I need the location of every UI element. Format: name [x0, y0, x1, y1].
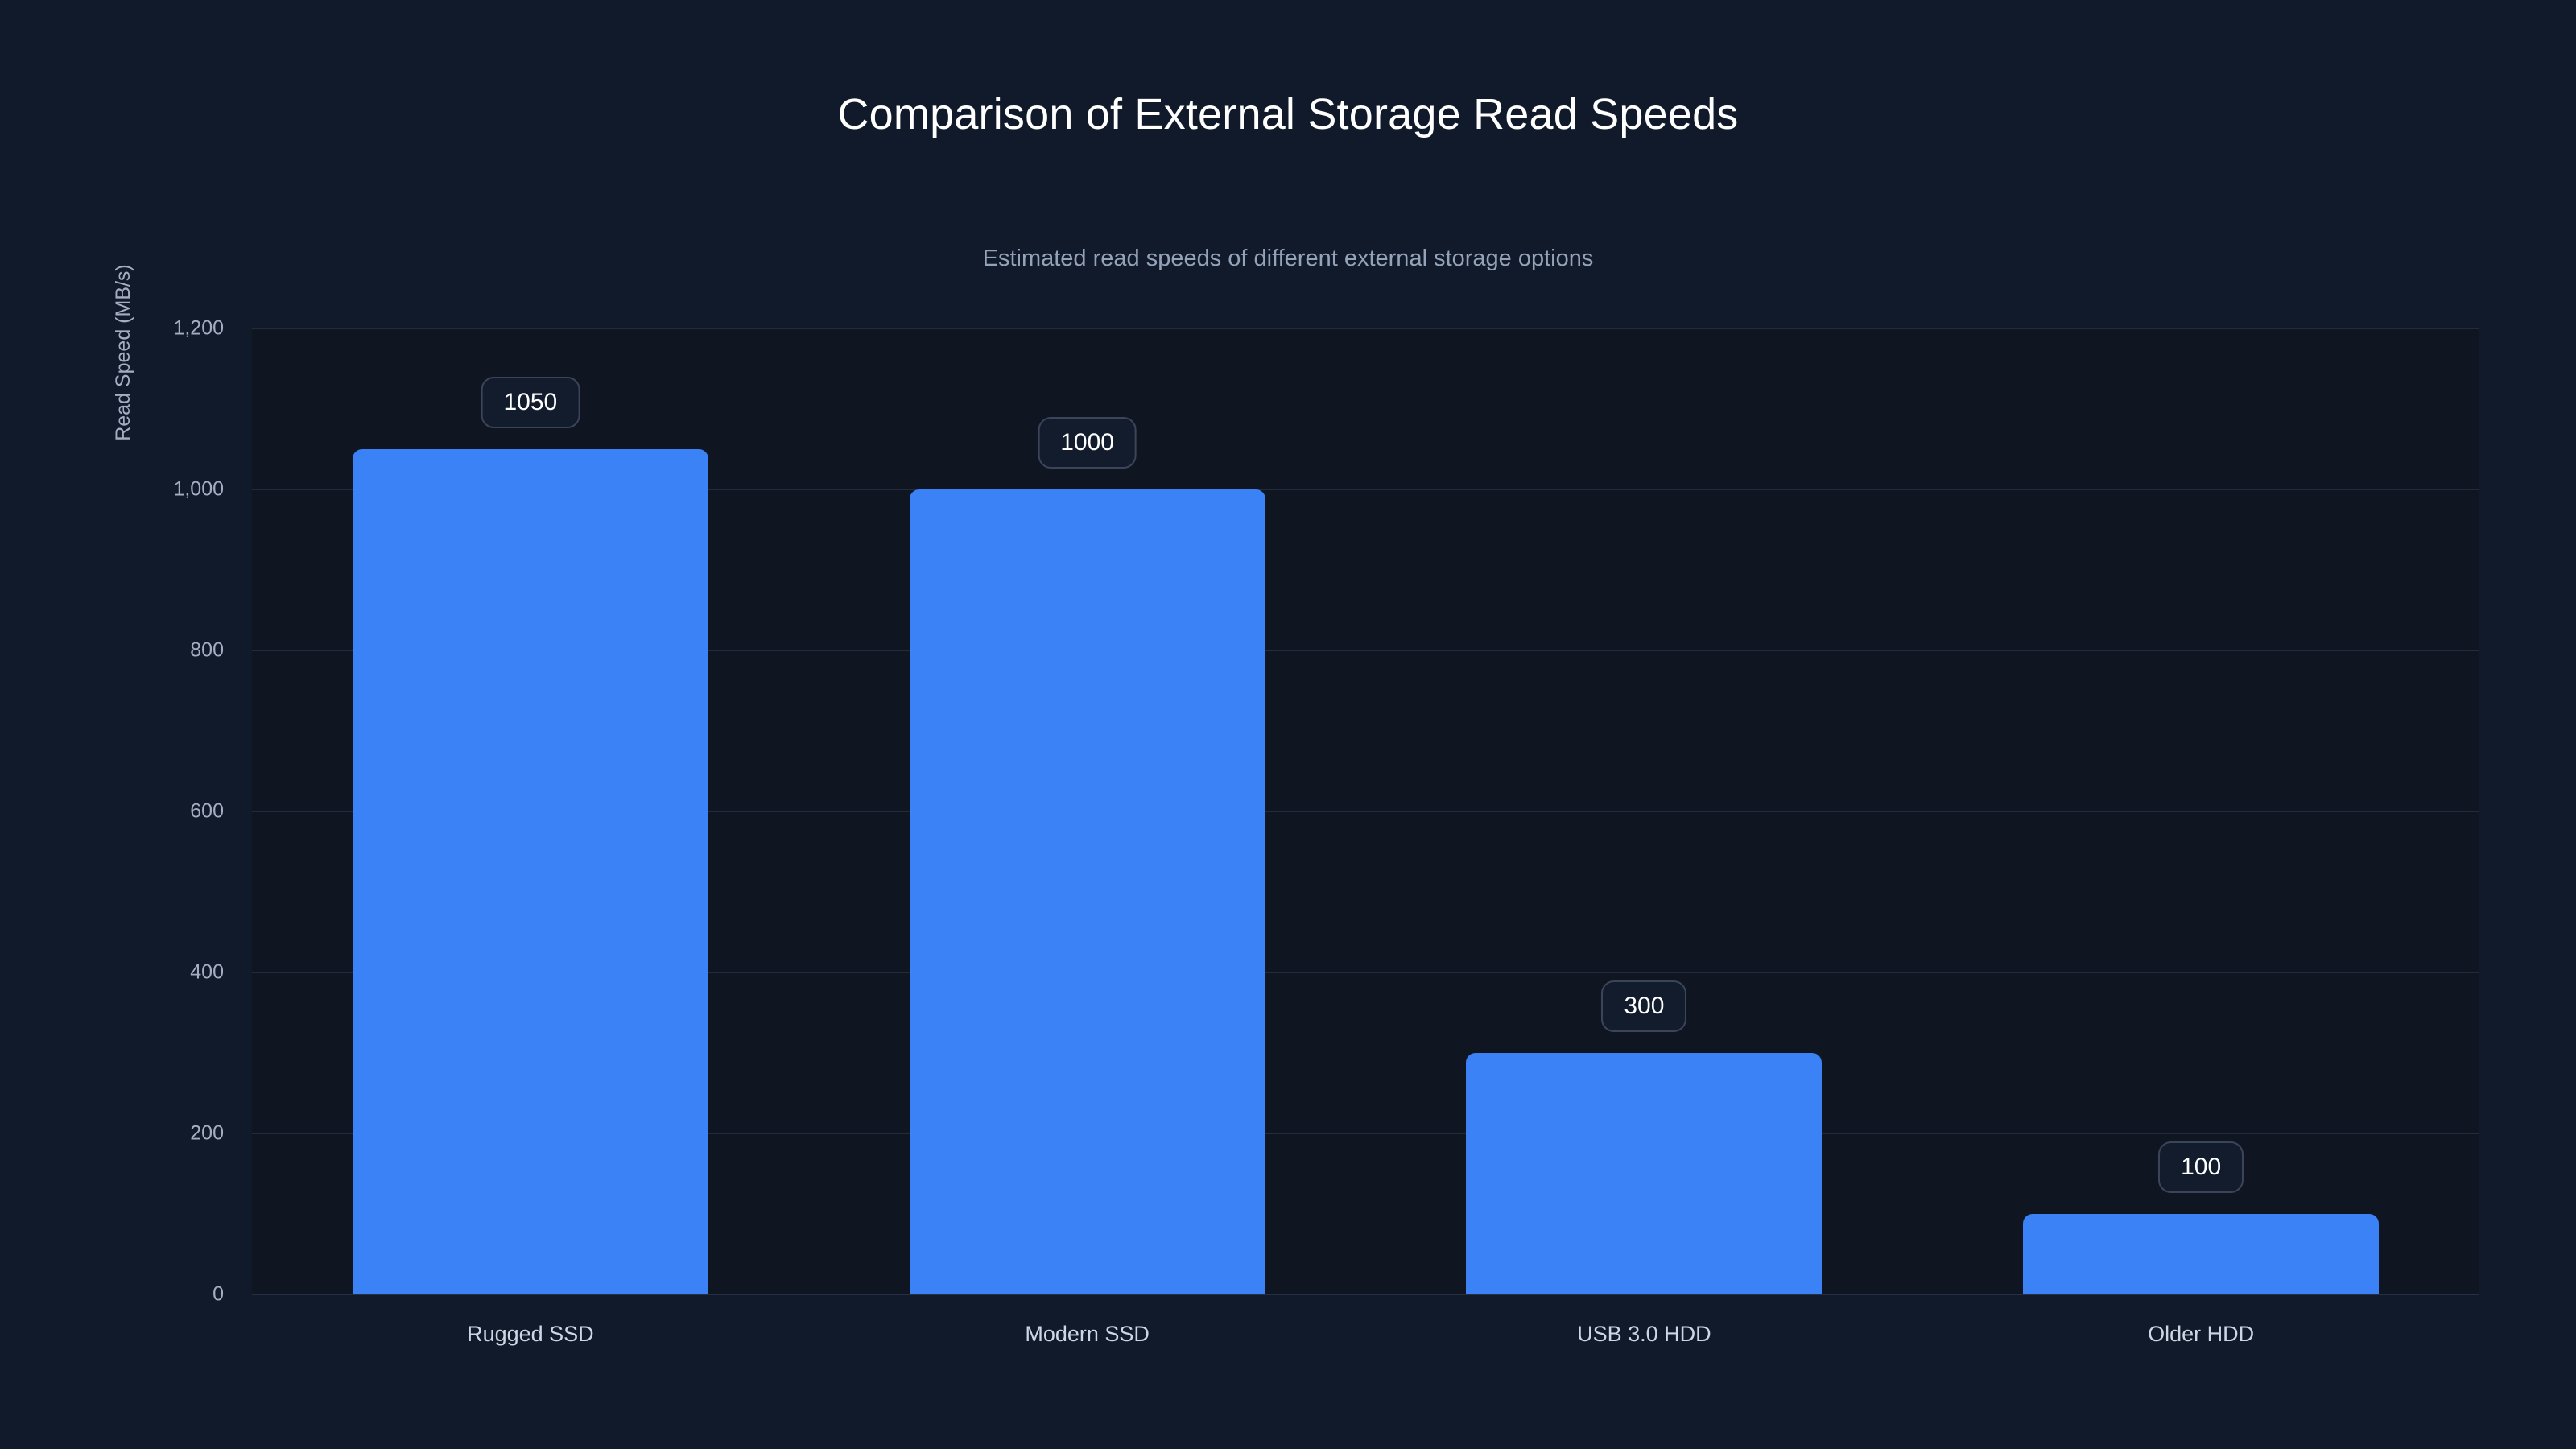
gridline	[252, 650, 2479, 651]
gridline	[252, 1294, 2479, 1295]
x-axis-tick-label: Rugged SSD	[467, 1322, 594, 1346]
gridline	[252, 328, 2479, 329]
chart-title: Comparison of External Storage Read Spee…	[837, 90, 1739, 138]
x-axis-tick-label: Older HDD	[2148, 1322, 2255, 1346]
chart-subtitle: Estimated read speeds of different exter…	[982, 246, 1594, 271]
gridline	[252, 489, 2479, 490]
y-axis-tick-label: 200	[190, 1121, 224, 1145]
x-axis-tick-labels: Rugged SSD Modern SSD USB 3.0 HDD Older HDD	[252, 1320, 2479, 1360]
y-axis-tick-label: 600	[190, 799, 224, 823]
bar-slot: 300	[1466, 328, 1823, 1294]
bar-modern-ssd[interactable]	[909, 489, 1265, 1294]
bar-value-label: 300	[1601, 980, 1687, 1032]
y-axis-tick-labels: 0 200 400 600 800 1,000 1,200	[0, 318, 224, 1304]
y-axis-tick-label: 0	[213, 1282, 224, 1306]
bar-older-hdd[interactable]	[2023, 1214, 2380, 1294]
y-axis-tick-label: 1,200	[173, 316, 224, 340]
bar-value-label: 100	[2158, 1141, 2244, 1193]
bar-slot: 1000	[909, 328, 1265, 1294]
x-axis-tick-label: Modern SSD	[1025, 1322, 1150, 1346]
plot-area: 1050 1000 300 100	[252, 328, 2479, 1295]
gridline	[252, 972, 2479, 973]
x-axis-tick-label: USB 3.0 HDD	[1577, 1322, 1711, 1346]
gridline	[252, 811, 2479, 812]
bar-value-label: 1000	[1038, 417, 1137, 469]
y-axis-tick-label: 400	[190, 960, 224, 984]
gridline	[252, 1133, 2479, 1134]
bar-usb-3-0-hdd[interactable]	[1466, 1053, 1823, 1294]
y-axis-tick-label: 800	[190, 638, 224, 662]
bar-value-label: 1050	[481, 377, 580, 428]
bar-rugged-ssd[interactable]	[352, 449, 708, 1294]
y-axis-tick-label: 1,000	[173, 477, 224, 501]
bar-slot: 1050	[352, 328, 708, 1294]
bar-slot: 100	[2023, 328, 2380, 1294]
